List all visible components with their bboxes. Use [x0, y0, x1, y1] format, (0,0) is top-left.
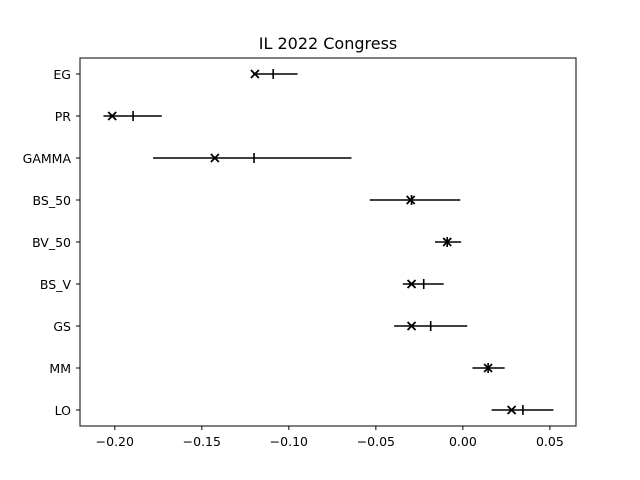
- x-axis: −0.20 −0.15 −0.10 −0.05 0.00 0.05: [96, 426, 564, 449]
- x-tick-label: 0.00: [449, 434, 477, 449]
- point-estimate-marker: [506, 405, 517, 415]
- error-bar-mm: [472, 363, 505, 373]
- y-axis: EG PR GAMMA BS_50 BV_50 BS_V GS MM LO: [23, 67, 80, 418]
- x-tick-label: −0.15: [183, 434, 221, 449]
- error-bar-lo: [491, 405, 554, 415]
- x-tick-label: −0.20: [96, 434, 134, 449]
- x-tick-label: −0.05: [357, 434, 395, 449]
- point-estimate-marker: [406, 321, 417, 331]
- error-bar-pr: [103, 111, 162, 121]
- point-estimate-marker: [483, 363, 493, 373]
- y-tick-label: LO: [55, 403, 72, 418]
- point-estimate-marker: [406, 279, 417, 289]
- y-tick-label: BS_V: [40, 277, 72, 292]
- error-bar-gamma: [153, 153, 352, 163]
- point-estimate-marker: [406, 195, 416, 205]
- y-tick-label: GAMMA: [23, 151, 72, 166]
- error-bar-eg: [250, 69, 298, 79]
- y-tick-label: BV_50: [32, 235, 71, 250]
- error-bar-gs: [394, 321, 468, 331]
- y-tick-label: BS_50: [33, 193, 71, 208]
- point-estimate-marker: [107, 111, 117, 121]
- x-tick-label: −0.10: [270, 434, 308, 449]
- error-bar-bv-50: [435, 237, 462, 247]
- chart-title: IL 2022 Congress: [259, 34, 398, 53]
- y-tick-label: EG: [53, 67, 71, 82]
- error-bar-bs-50: [369, 195, 461, 205]
- point-estimate-marker: [442, 237, 452, 247]
- error-bar-bs-v: [402, 279, 444, 289]
- y-tick-label: PR: [55, 109, 72, 124]
- point-estimate-marker: [210, 153, 220, 163]
- point-estimate-marker: [250, 69, 260, 79]
- plot-area-frame: [79, 57, 577, 427]
- y-tick-label: GS: [53, 319, 71, 334]
- x-tick-label: 0.05: [536, 434, 564, 449]
- y-tick-label: MM: [49, 361, 71, 376]
- error-bars: [103, 69, 554, 415]
